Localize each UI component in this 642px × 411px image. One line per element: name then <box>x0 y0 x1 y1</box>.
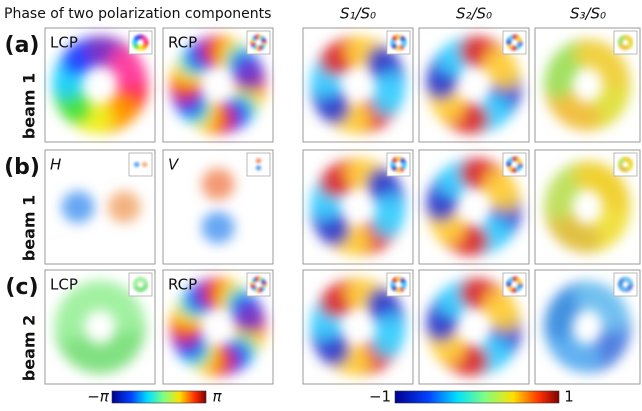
blob <box>108 191 141 223</box>
blob <box>134 162 140 167</box>
blob <box>517 160 522 165</box>
panel-label: V <box>168 156 180 174</box>
blob <box>143 280 148 285</box>
blob <box>490 61 521 92</box>
blob <box>628 160 633 165</box>
blob <box>601 184 630 213</box>
row-tag: (c) <box>5 275 38 300</box>
inset <box>614 31 637 54</box>
blob <box>234 303 265 334</box>
inset <box>614 273 637 296</box>
blob <box>490 183 521 214</box>
blob <box>371 329 402 360</box>
blob <box>628 280 633 285</box>
colorbar-label: −1 <box>369 388 391 406</box>
blob <box>256 158 262 163</box>
colorbar <box>112 391 206 403</box>
colorbar <box>395 391 559 403</box>
beam-label: beam 1 <box>20 195 39 261</box>
blob <box>371 209 402 240</box>
column-label: S₁/S₀ <box>340 5 376 23</box>
header-title: Phase of two polarization components <box>4 6 271 22</box>
inset <box>129 273 152 296</box>
blob <box>601 304 630 333</box>
blob <box>628 38 633 43</box>
blob <box>114 303 145 334</box>
blob <box>261 280 266 285</box>
blob <box>202 212 235 244</box>
inset <box>129 153 152 176</box>
colorbar-label: π <box>212 388 222 406</box>
inset <box>247 153 270 176</box>
beam-label: beam 1 <box>20 73 39 139</box>
blob <box>371 87 402 118</box>
panel-label: LCP <box>50 34 78 52</box>
beam-label: beam 2 <box>20 315 39 381</box>
blob <box>601 62 630 91</box>
row-tag: (a) <box>5 33 40 58</box>
panel-label: RCP <box>168 276 197 294</box>
blob <box>401 164 406 169</box>
panel-label: LCP <box>50 276 78 294</box>
blob <box>401 284 406 289</box>
panel-label: H <box>50 156 61 174</box>
blob <box>62 191 95 223</box>
row-tag: (b) <box>4 155 40 180</box>
blob <box>234 61 265 92</box>
column-label: S₂/S₀ <box>456 5 492 23</box>
blob <box>261 38 266 43</box>
panel-label: RCP <box>168 34 197 52</box>
blob <box>517 280 522 285</box>
column-label: S₃/S₀ <box>570 5 606 23</box>
figure: Phase of two polarization components S₁/… <box>0 0 642 411</box>
blob <box>116 61 147 92</box>
blob <box>401 42 406 47</box>
blob <box>143 38 148 43</box>
blob <box>490 303 521 334</box>
blob <box>142 162 148 167</box>
colorbar-label: 1 <box>564 388 574 406</box>
inset <box>614 153 637 176</box>
blob <box>256 165 262 170</box>
blob <box>202 168 235 200</box>
blob <box>517 38 522 43</box>
colorbar-label: −π <box>87 388 110 406</box>
